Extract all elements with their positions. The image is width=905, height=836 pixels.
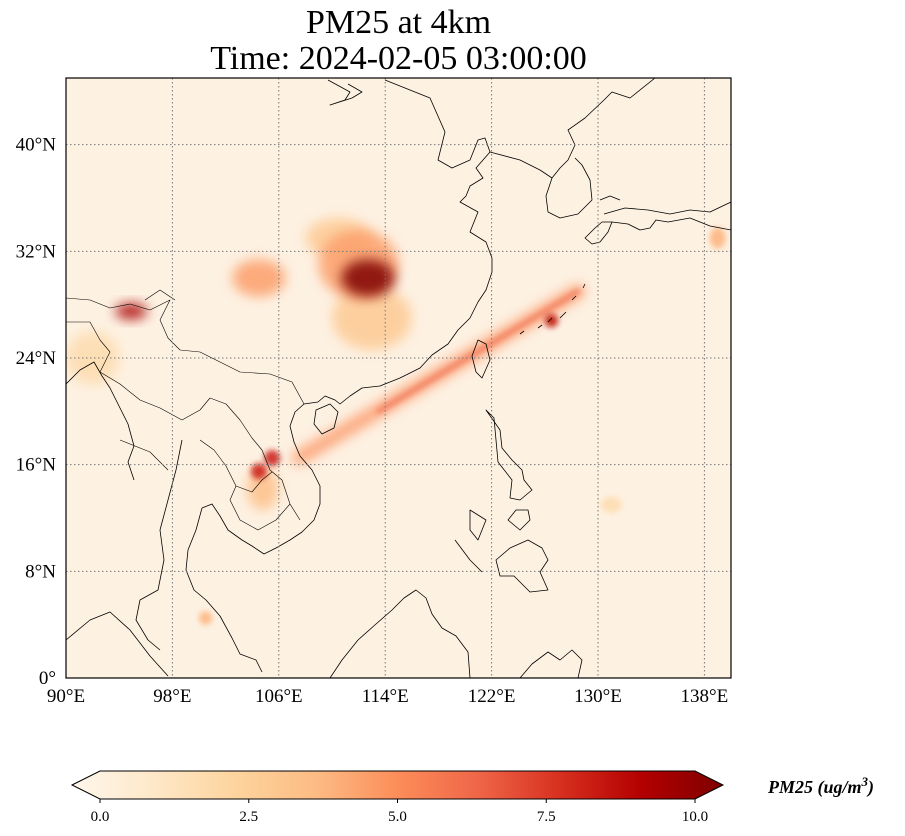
plume-band-core (376, 288, 581, 414)
colorbar-label: PM25 (ug/m3) (767, 774, 874, 798)
colorbar-tick-label: 0.0 (91, 809, 110, 825)
lon-tick-label: 90°E (47, 686, 85, 707)
lat-tick-label: 16°N (16, 455, 57, 476)
coastline-ryukyu (519, 283, 586, 335)
lon-tick-label: 106°E (255, 686, 303, 707)
coastline-sumatra (66, 611, 169, 677)
plume-blob (332, 286, 412, 350)
plume-blob (115, 303, 148, 320)
colorbar-tick-label: 5.0 (388, 809, 407, 825)
concentration-background (66, 78, 731, 678)
coastline-sulawesi (519, 649, 583, 678)
lon-tick-label: 138°E (681, 686, 729, 707)
lon-tick-label: 98°E (153, 686, 191, 707)
coastlines-and-borders (66, 78, 731, 678)
lat-tick-label: 24°N (16, 348, 57, 369)
colorbar-tick-label: 2.5 (239, 809, 258, 825)
coastline-china-mainland (317, 79, 493, 405)
plume-blob (232, 259, 286, 297)
national-borders (66, 289, 305, 531)
plume-blob (250, 463, 267, 480)
colorbar-tick-label: 7.5 (537, 809, 556, 825)
lon-tick-label: 114°E (362, 686, 409, 707)
coastline-bay-of-bengal (66, 361, 135, 481)
plume-blob (341, 259, 395, 297)
coastline-philippines (454, 409, 549, 593)
lat-tick-label: 0° (39, 668, 56, 689)
map-frame (65, 77, 732, 679)
map-subtitle-time: Time: 2024-02-05 03:00:00 (210, 40, 587, 77)
colorbar: 0.0 2.5 5.0 7.5 10.0 PM25 (ug/m3) (70, 770, 874, 825)
map-axes: 90°E 98°E 106°E 114°E 122°E 130°E 138°E 0° 8°N 16… (16, 135, 729, 707)
colorbar-tick-label: 10.0 (682, 809, 708, 825)
plume-blob (544, 314, 559, 328)
plume-blob (600, 496, 622, 513)
lat-tick-label: 32°N (16, 241, 57, 262)
plume-blob (66, 331, 120, 385)
lon-tick-label: 122°E (468, 686, 516, 707)
lat-tick-label: 8°N (25, 561, 56, 582)
map-gridlines (66, 78, 731, 678)
colorbar-gradient (70, 770, 725, 800)
plume-blob (709, 227, 726, 249)
coastline-japan (584, 195, 731, 245)
map-area (66, 78, 731, 678)
coastline-borneo (329, 589, 471, 678)
coastline-indochina (135, 401, 321, 673)
plume-blob (264, 450, 281, 466)
lon-tick-label: 130°E (574, 686, 622, 707)
lat-tick-label: 40°N (16, 135, 57, 156)
plume-blob (199, 611, 213, 625)
coastline-hainan (313, 403, 339, 435)
map-title: PM25 at 4km (305, 4, 492, 41)
colorbar-ticks: 0.0 2.5 5.0 7.5 10.0 (91, 799, 708, 825)
pm25-concentration-field (66, 218, 726, 625)
coastline-taiwan (471, 339, 491, 379)
